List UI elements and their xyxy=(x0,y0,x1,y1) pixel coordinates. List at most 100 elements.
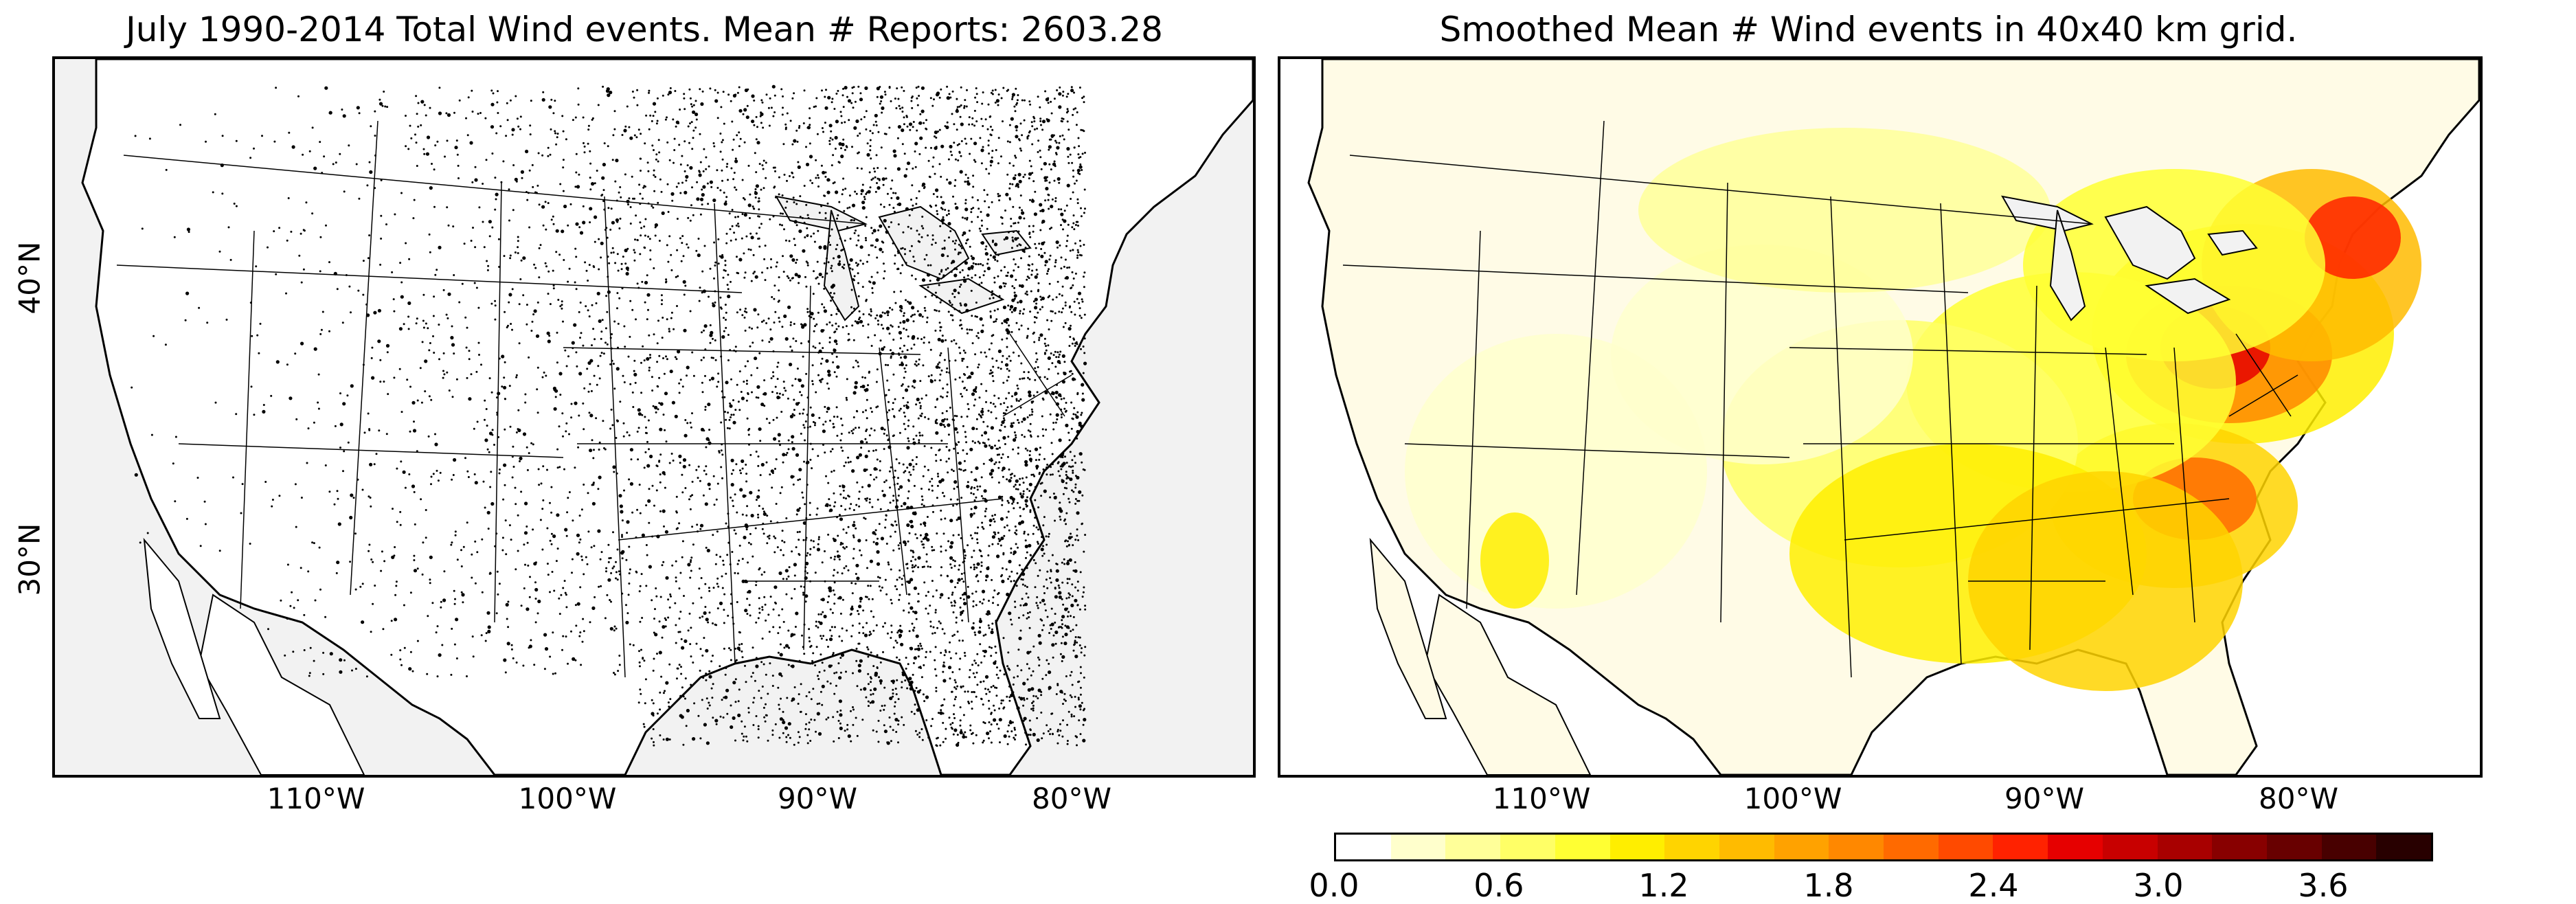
wind-event-dot xyxy=(907,425,909,427)
wind-event-dot xyxy=(949,677,951,679)
wind-event-dot xyxy=(1077,636,1079,638)
wind-event-dot xyxy=(275,273,277,275)
wind-event-dot xyxy=(810,719,812,721)
wind-event-dot xyxy=(607,256,609,258)
wind-event-dot xyxy=(308,427,310,429)
wind-event-dot xyxy=(1028,668,1030,670)
wind-event-dot xyxy=(800,342,802,344)
wind-event-dot xyxy=(957,499,959,501)
wind-event-dot xyxy=(1030,166,1032,168)
wind-event-dot xyxy=(951,635,953,637)
wind-event-dot xyxy=(944,209,946,211)
wind-event-dot xyxy=(1059,245,1061,247)
wind-event-dot xyxy=(598,104,600,106)
wind-event-dot xyxy=(1040,712,1042,714)
wind-event-dot xyxy=(1059,351,1061,353)
wind-event-dot xyxy=(405,487,407,489)
wind-event-dot xyxy=(914,150,916,152)
wind-event-dot xyxy=(945,339,947,341)
wind-event-dot xyxy=(740,472,742,474)
wind-event-dot xyxy=(292,145,295,148)
wind-event-dot xyxy=(1043,490,1047,493)
wind-event-dot xyxy=(690,427,692,429)
wind-event-dot xyxy=(545,201,547,203)
wind-event-dot xyxy=(624,126,626,128)
wind-event-dot xyxy=(1035,586,1037,588)
wind-event-dot xyxy=(624,262,626,264)
wind-event-dot xyxy=(362,294,364,296)
wind-event-dot xyxy=(906,688,908,690)
wind-event-dot xyxy=(623,490,625,492)
wind-event-dot xyxy=(901,128,904,132)
wind-event-dot xyxy=(877,271,879,273)
wind-event-dot xyxy=(305,201,307,203)
wind-event-dot xyxy=(662,637,664,639)
wind-event-dot xyxy=(884,133,886,135)
wind-event-dot xyxy=(1065,302,1067,304)
wind-event-dot xyxy=(807,427,809,429)
wind-event-dot xyxy=(971,392,975,396)
wind-event-dot xyxy=(846,399,848,401)
wind-event-dot xyxy=(486,611,490,615)
wind-event-dot xyxy=(839,699,842,703)
wind-event-dot xyxy=(984,655,986,657)
wind-event-dot xyxy=(776,262,778,264)
wind-event-dot xyxy=(647,161,649,163)
wind-event-dot xyxy=(755,664,758,668)
wind-event-dot xyxy=(997,260,999,262)
wind-event-dot xyxy=(891,631,893,633)
wind-event-dot xyxy=(703,289,706,293)
wind-event-dot xyxy=(765,279,767,281)
wind-event-dot xyxy=(745,681,747,683)
wind-event-dot xyxy=(410,591,412,594)
wind-event-dot xyxy=(720,306,722,308)
wind-event-dot xyxy=(929,604,931,607)
wind-event-dot xyxy=(378,429,380,431)
wind-event-dot xyxy=(808,628,810,630)
wind-event-dot xyxy=(1034,316,1036,318)
wind-event-dot xyxy=(846,96,848,98)
wind-event-dot xyxy=(509,524,511,526)
wind-event-dot xyxy=(954,249,956,251)
wind-event-dot xyxy=(343,114,346,117)
wind-event-dot xyxy=(1065,512,1067,515)
wind-event-dot xyxy=(294,352,296,354)
wind-event-dot xyxy=(934,173,936,175)
wind-event-dot xyxy=(797,141,799,143)
wind-event-dot xyxy=(605,327,607,329)
wind-event-dot xyxy=(1046,350,1048,352)
wind-event-dot xyxy=(919,113,921,115)
wind-event-dot xyxy=(865,409,867,411)
wind-event-dot xyxy=(791,172,793,174)
wind-event-dot xyxy=(879,352,882,355)
wind-event-dot xyxy=(837,326,839,328)
wind-event-dot xyxy=(1013,269,1015,271)
wind-event-dot xyxy=(348,144,350,146)
wind-event-dot xyxy=(735,157,737,159)
wind-event-dot xyxy=(1059,501,1061,504)
wind-event-dot xyxy=(734,572,736,574)
wind-event-dot xyxy=(766,418,768,420)
wind-event-dot xyxy=(791,350,793,352)
wind-event-dot xyxy=(1021,477,1024,479)
wind-event-dot xyxy=(551,543,553,545)
wind-event-dot xyxy=(1076,254,1078,256)
wind-event-dot xyxy=(936,738,938,740)
wind-event-dot xyxy=(325,225,327,227)
wind-event-dot xyxy=(782,394,784,396)
wind-event-dot xyxy=(942,335,944,337)
wind-event-dot xyxy=(629,137,633,140)
wind-event-dot xyxy=(1083,372,1085,374)
wind-event-dot xyxy=(264,481,267,483)
wind-event-dot xyxy=(861,189,864,192)
wind-event-dot xyxy=(964,551,966,553)
wind-event-dot xyxy=(637,282,639,284)
wind-event-dot xyxy=(374,111,376,113)
wind-event-dot xyxy=(960,284,962,286)
wind-event-dot xyxy=(953,470,955,472)
wind-event-dot xyxy=(629,300,631,302)
wind-event-dot xyxy=(988,691,991,693)
wind-event-dot xyxy=(862,411,864,413)
wind-event-dot xyxy=(713,587,715,589)
wind-event-dot xyxy=(1069,501,1071,504)
